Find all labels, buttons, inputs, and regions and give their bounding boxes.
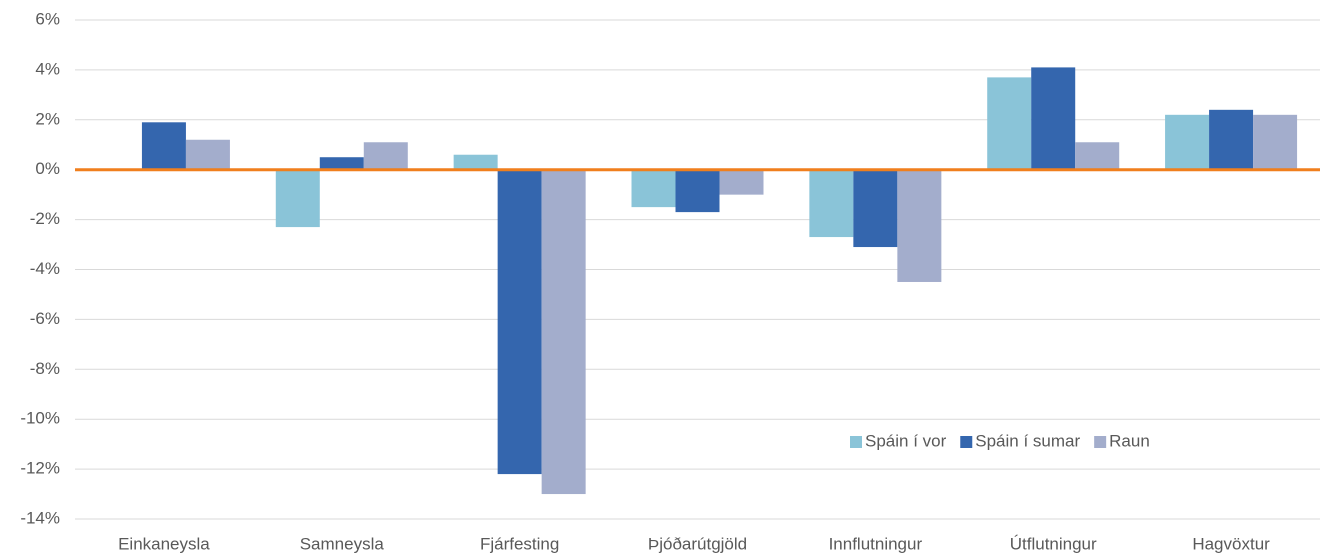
bar [675, 169, 720, 213]
x-tick-label: Þjóðarútgjöld [648, 534, 747, 553]
bar [1165, 114, 1210, 170]
bar [1209, 109, 1254, 170]
x-tick-label: Innflutningur [829, 534, 923, 553]
bar [631, 169, 676, 208]
x-tick-label: Fjárfesting [480, 534, 559, 553]
bar [275, 169, 320, 228]
bar [141, 122, 186, 170]
bar [453, 154, 498, 170]
legend-label: Spáin í vor [865, 431, 947, 450]
y-tick-label: -2% [30, 209, 60, 228]
legend-label: Raun [1109, 431, 1150, 450]
x-tick-label: Samneysla [300, 534, 385, 553]
bar [987, 77, 1032, 170]
legend-swatch [960, 436, 973, 448]
bar [363, 142, 408, 170]
y-tick-label: -6% [30, 309, 60, 328]
y-tick-label: 6% [35, 9, 60, 28]
x-tick-label: Hagvöxtur [1192, 534, 1270, 553]
x-tick-label: Útflutningur [1010, 534, 1097, 553]
y-tick-label: -10% [20, 409, 60, 428]
y-tick-label: -8% [30, 359, 60, 378]
bar [809, 169, 854, 238]
y-tick-label: 4% [35, 59, 60, 78]
bar [1031, 67, 1076, 170]
y-tick-label: -12% [20, 459, 60, 478]
bar [185, 139, 230, 170]
y-tick-label: -14% [20, 508, 60, 527]
legend-label: Spáin í sumar [975, 431, 1080, 450]
x-tick-label: Einkaneysla [118, 534, 210, 553]
y-tick-label: 2% [35, 109, 60, 128]
bar [897, 169, 942, 282]
legend-swatch [1094, 436, 1107, 448]
bar [853, 169, 898, 248]
bar [497, 169, 542, 475]
bar [541, 169, 586, 495]
y-tick-label: 0% [35, 159, 60, 178]
bar [1075, 142, 1120, 170]
legend-swatch [850, 436, 862, 448]
y-tick-label: -4% [30, 259, 60, 278]
bar [319, 157, 364, 170]
bar [719, 169, 764, 195]
bar [1253, 114, 1298, 170]
